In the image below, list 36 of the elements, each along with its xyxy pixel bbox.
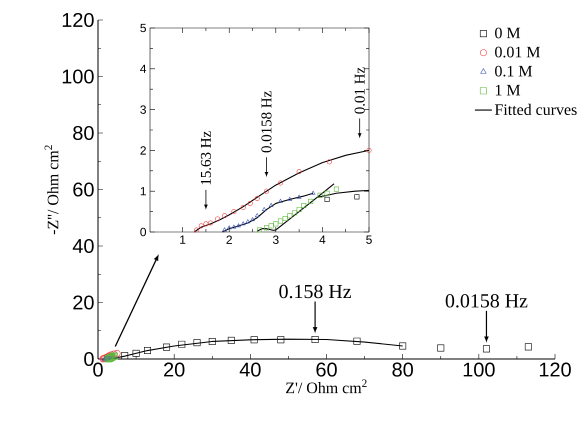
y-tick-label: 0	[84, 352, 94, 366]
x-axis-title: Z'/ Ohm cm$^{2}$	[286, 379, 367, 394]
x-tick-label: 40	[240, 362, 261, 377]
annotation: 0.01 Hz	[354, 67, 365, 114]
legend-label: 1 M	[496, 84, 520, 96]
y-tick-label: 2	[140, 146, 146, 155]
y-tick-label: 3	[140, 105, 146, 114]
x-tick-label: 60	[316, 362, 337, 377]
legend-label: Fitted curves	[494, 104, 577, 116]
x-tick-label: 1	[180, 236, 186, 244]
y-tick-label: 5	[140, 24, 146, 32]
annotation: 0.158 Hz	[279, 284, 352, 298]
y-tick-label: 0	[140, 228, 146, 236]
legend-label: 0.1 M	[495, 66, 532, 77]
annotation: 0.0158 Hz	[446, 294, 528, 308]
annotation: 0.0158 Hz	[261, 91, 272, 152]
y-tick-label: 4	[140, 64, 146, 73]
x-tick-label: 80	[392, 362, 413, 377]
y-tick-label: 1	[140, 187, 146, 196]
x-tick-label: 120	[540, 362, 571, 377]
y-tick-label: 120	[62, 12, 94, 28]
legend-label: 0.01 M	[495, 46, 540, 58]
x-tick-label: 100	[464, 362, 495, 377]
y-tick-label: 60	[73, 182, 94, 197]
y-tick-label: 100	[62, 69, 94, 84]
y-tick-label: 80	[73, 126, 94, 140]
x-tick-label: 0	[93, 362, 103, 377]
x-tick-label: 4	[319, 236, 326, 244]
y-tick-label: 20	[73, 295, 94, 310]
annotation: 15.63 Hz	[200, 131, 211, 184]
x-tick-label: 2	[226, 236, 232, 244]
y-axis-title: -Z''/ Ohm cm$^{2}$	[44, 145, 58, 234]
x-tick-label: 20	[164, 362, 184, 377]
legend-label: 0 M	[495, 28, 520, 38]
x-tick-label: 3	[272, 236, 279, 244]
x-tick-label: 5	[366, 236, 372, 244]
